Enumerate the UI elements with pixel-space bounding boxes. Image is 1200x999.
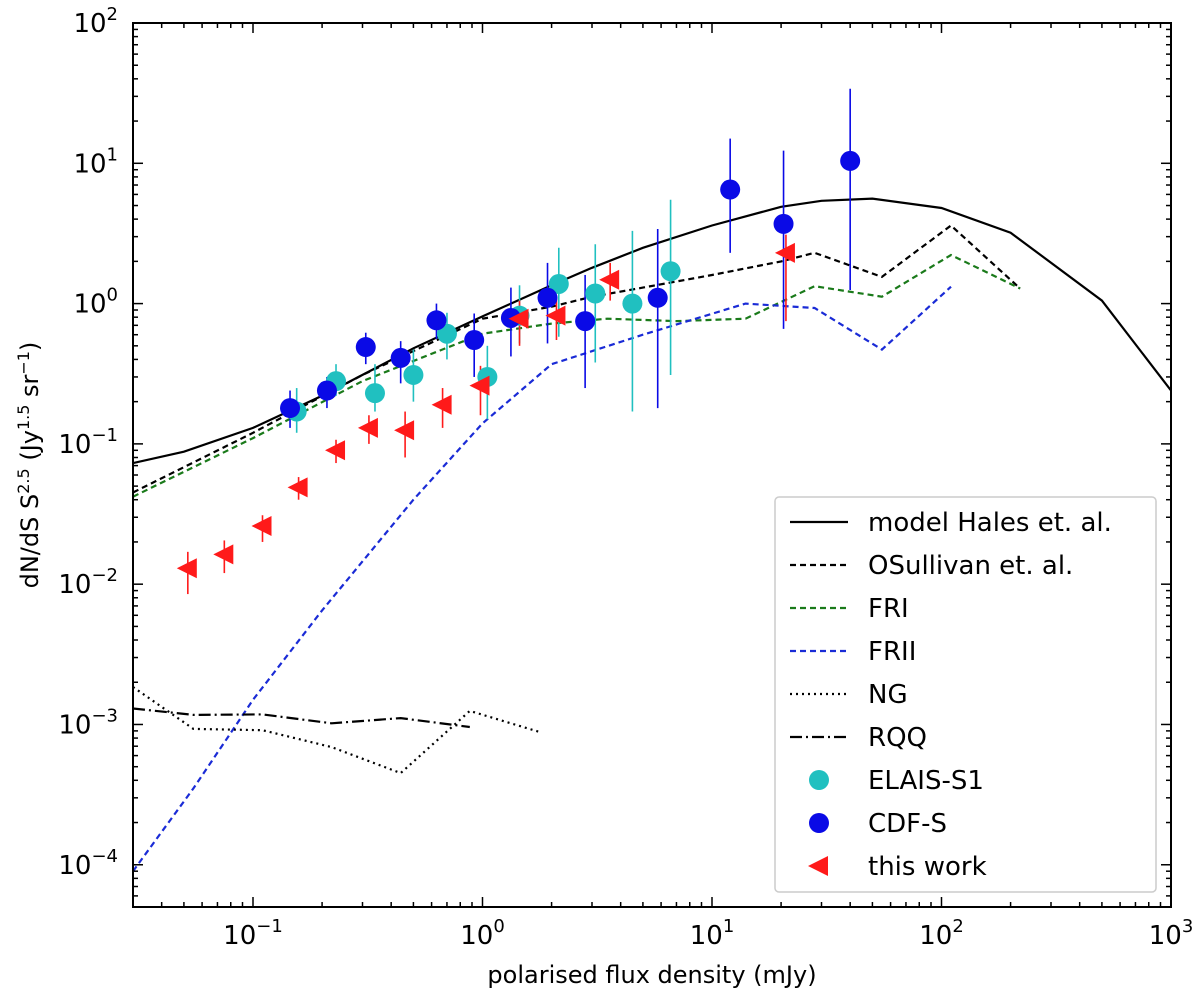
axis-ticks: 10−1 100 101 102 103 10−4 10−3 10−2 10−1 100 101 10…	[58, 4, 1193, 951]
series-line-model-hales-et-al	[133, 197, 1171, 465]
data-point-this-work	[599, 269, 620, 290]
legend-label-fri: FRI	[868, 594, 909, 624]
legend-label-model-hales-et-al: model Hales et. al.	[868, 508, 1112, 538]
y-tick-label: 10−4	[58, 846, 118, 881]
series-line-rqq	[133, 707, 470, 729]
series-line-fri	[133, 253, 1021, 498]
data-point-elais-s1	[364, 383, 385, 404]
y-tick-label: 10−1	[58, 425, 118, 460]
data-point-elais-s1	[436, 323, 457, 344]
data-point-this-work	[357, 417, 378, 438]
x-tick-label: 10−1	[223, 916, 283, 951]
data-point-this-work	[394, 420, 415, 441]
data-point-cdf-s	[355, 337, 376, 358]
data-point-this-work	[469, 375, 490, 396]
error-bars	[187, 88, 851, 595]
data-point-elais-s1	[622, 293, 643, 314]
data-point-elais-s1	[403, 364, 424, 385]
legend-swatch-elais-s1	[809, 770, 829, 790]
legend-box	[774, 496, 1157, 893]
legend-label-osullivan-et-al: OSullivan et. al.	[868, 551, 1073, 581]
data-point-cdf-s	[390, 347, 411, 368]
legend-label-frii: FRII	[868, 637, 916, 667]
legend-swatch-cdf-s	[809, 813, 829, 833]
legend-label-rqq: RQQ	[868, 723, 927, 753]
y-tick-label: 102	[73, 4, 118, 39]
x-tick-label: 100	[460, 916, 505, 951]
data-point-elais-s1	[585, 283, 606, 304]
data-point-this-work	[325, 440, 346, 461]
y-tick-label: 10−3	[58, 705, 118, 740]
data-point-cdf-s	[575, 311, 596, 332]
y-tick-label: 100	[73, 285, 118, 320]
legend-label-this-work: this work	[868, 852, 987, 882]
data-point-cdf-s	[647, 287, 668, 308]
data-point-cdf-s	[773, 213, 794, 234]
data-point-cdf-s	[537, 287, 558, 308]
series-line-ng	[133, 686, 539, 775]
data-point-elais-s1	[660, 261, 681, 282]
legend-label-elais-s1: ELAIS-S1	[868, 766, 984, 796]
legend: model Hales et. al. OSullivan et. al. FRI F…	[774, 496, 1157, 893]
data-point-this-work	[508, 308, 529, 329]
x-tick-label: 102	[919, 916, 964, 951]
data-point-cdf-s	[280, 398, 301, 419]
x-axis-label: polarised flux density (mJy)	[487, 961, 816, 989]
data-point-this-work	[287, 477, 308, 498]
x-tick-label: 103	[1149, 916, 1194, 951]
data-point-elais-s1	[548, 273, 569, 294]
x-tick-label: 101	[690, 916, 735, 951]
data-point-cdf-s	[426, 310, 447, 331]
data-point-cdf-s	[720, 179, 741, 200]
data-point-this-work	[545, 305, 566, 326]
data-point-this-work	[251, 515, 272, 536]
legend-label-cdf-s: CDF-S	[868, 809, 947, 839]
data-point-cdf-s	[316, 380, 337, 401]
data-point-this-work	[431, 394, 452, 415]
data-point-cdf-s	[464, 330, 485, 351]
data-point-this-work	[176, 558, 197, 579]
model-lines	[133, 197, 1171, 872]
series-line-osullivan-et-al	[133, 224, 1021, 494]
y-tick-label: 10−2	[58, 565, 118, 600]
y-axis-label: dN/dS S2.5 (Jy1.5 sr−1)	[14, 342, 45, 589]
y-tick-label: 101	[73, 144, 118, 179]
legend-label-ng: NG	[868, 680, 908, 710]
data-points	[176, 150, 861, 579]
data-point-this-work	[774, 242, 795, 263]
legend-swatch-this-work	[808, 856, 828, 876]
data-point-this-work	[213, 544, 234, 565]
data-point-cdf-s	[840, 150, 861, 171]
